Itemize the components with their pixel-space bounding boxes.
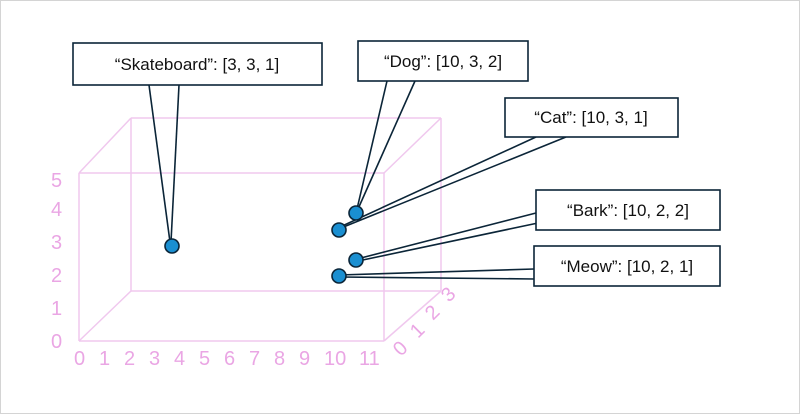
callout-skateboard: “Skateboard”: [3, 3, 1] [72, 42, 323, 86]
y-tick-label: 5 [51, 170, 62, 192]
callout-box [504, 97, 679, 138]
x-tick-label: 2 [124, 348, 135, 370]
callout-box [357, 40, 529, 82]
x-tick-label: 7 [249, 348, 260, 370]
leader-line-bark [356, 212, 537, 260]
x-tick-label: 6 [224, 348, 235, 370]
x-tick-label: 5 [199, 348, 210, 370]
callout-bark: “Bark”: [10, 2, 2] [535, 189, 721, 231]
x-tick-label: 3 [149, 348, 160, 370]
point-dog [348, 205, 364, 221]
data-points [164, 205, 364, 284]
callout-label-dog: “Dog”: [10, 3, 2] [384, 52, 502, 71]
leader-line-dog [357, 80, 416, 210]
point-skateboard [164, 238, 180, 254]
y-axis-labels: 0 1 2 3 4 5 [51, 170, 62, 353]
leader-lines [148, 80, 567, 280]
x-tick-label: 10 [324, 348, 346, 370]
x-tick-label: 11 [359, 348, 380, 370]
callout-meow: “Meow”: [10, 2, 1] [533, 245, 721, 287]
leader-line-meow [338, 268, 535, 276]
callout-label-skateboard: “Skateboard”: [3, 3, 1] [115, 55, 279, 74]
callout-cat: “Cat”: [10, 3, 1] [504, 97, 679, 138]
x-tick-label: 1 [99, 348, 110, 370]
x-tick-label: 4 [174, 348, 185, 370]
y-tick-label: 1 [51, 298, 62, 320]
point-cat [331, 222, 347, 238]
y-tick-label: 2 [51, 265, 62, 287]
callout-label-cat: “Cat”: [10, 3, 1] [534, 108, 647, 127]
y-tick-label: 0 [51, 331, 62, 353]
z-axis-labels: 0 1 2 3 [389, 283, 460, 360]
box-edge [78, 117, 132, 174]
box-edge [383, 117, 442, 174]
point-meow [331, 268, 347, 284]
y-tick-label: 3 [51, 232, 62, 254]
leader-line-dog [356, 80, 388, 210]
x-tick-label: 0 [74, 348, 85, 370]
leader-line-skateboard [148, 84, 171, 243]
z-tick-label: 3 [437, 283, 460, 306]
leader-line-skateboard [170, 84, 180, 243]
callout-dog: “Dog”: [10, 3, 2] [357, 40, 529, 82]
callout-box [533, 245, 721, 287]
box-edge [383, 290, 442, 342]
callout-box [535, 189, 721, 231]
z-tick-label: 1 [406, 319, 429, 342]
box-edge [78, 290, 132, 342]
leader-line-meow [339, 276, 535, 280]
y-tick-label: 4 [51, 199, 62, 221]
callout-box [72, 42, 323, 86]
leader-line-bark [357, 222, 539, 262]
x-tick-label: 8 [274, 348, 285, 370]
callout-label-bark: “Bark”: [10, 2, 2] [567, 201, 689, 220]
z-tick-label: 2 [421, 301, 444, 324]
x-tick-label: 9 [299, 348, 310, 370]
callout-label-meow: “Meow”: [10, 2, 1] [561, 257, 693, 276]
leader-line-cat [339, 136, 537, 228]
axis-box [78, 117, 442, 342]
point-bark [348, 252, 364, 268]
z-tick-label: 0 [389, 337, 412, 360]
leader-line-cat [340, 136, 567, 229]
x-axis-labels: 0 1 2 3 4 5 6 7 8 9 10 11 [74, 348, 380, 370]
